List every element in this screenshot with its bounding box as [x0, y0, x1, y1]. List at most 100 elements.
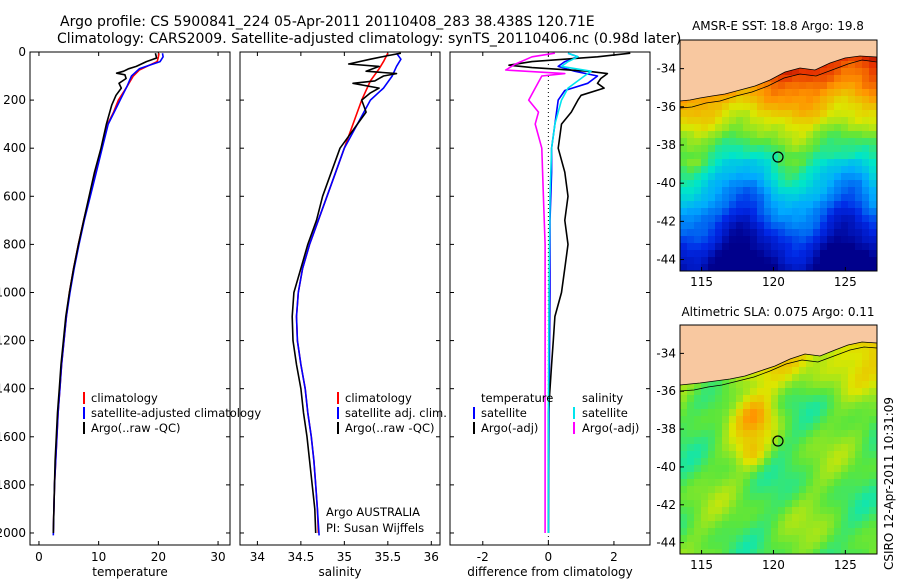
- heatmap-cell: [778, 264, 785, 271]
- heatmap-cell: [806, 117, 813, 124]
- heatmap-cell: [771, 451, 778, 458]
- heatmap-cell: [792, 75, 799, 82]
- heatmap-cell: [743, 124, 750, 131]
- heatmap-cell: [771, 535, 778, 542]
- heatmap-cell: [687, 458, 694, 465]
- heatmap-cell: [680, 222, 687, 229]
- heatmap-cell: [862, 521, 869, 528]
- heatmap-cell: [862, 507, 869, 514]
- heatmap-cell: [743, 89, 750, 96]
- heatmap-cell: [813, 381, 820, 388]
- heatmap-cell: [792, 437, 799, 444]
- heatmap-cell: [813, 194, 820, 201]
- heatmap-cell: [764, 229, 771, 236]
- heatmap-cell: [806, 208, 813, 215]
- heatmap-cell: [722, 194, 729, 201]
- heatmap-cell: [771, 243, 778, 250]
- heatmap-cell: [764, 243, 771, 250]
- heatmap-cell: [834, 430, 841, 437]
- heatmap-cell: [736, 103, 743, 110]
- heatmap-cell: [750, 138, 757, 145]
- heatmap-cell: [757, 264, 764, 271]
- heatmap-cell: [848, 402, 855, 409]
- heatmap-cell: [862, 514, 869, 521]
- heatmap-cell: [869, 145, 876, 152]
- heatmap-cell: [750, 395, 757, 402]
- heatmap-cell: [785, 96, 792, 103]
- heatmap-cell: [694, 124, 701, 131]
- heatmap-cell: [687, 152, 694, 159]
- heatmap-cell: [778, 180, 785, 187]
- heatmap-cell: [771, 257, 778, 264]
- heatmap-cell: [736, 549, 743, 554]
- heatmap-cell: [722, 451, 729, 458]
- heatmap-cell: [743, 103, 750, 110]
- heatmap-cell: [687, 549, 694, 554]
- heatmap-cell: [778, 521, 785, 528]
- heatmap-cell: [841, 528, 848, 535]
- heatmap-cell: [834, 395, 841, 402]
- heatmap-cell: [813, 96, 820, 103]
- heatmap-cell: [715, 173, 722, 180]
- heatmap-cell: [792, 395, 799, 402]
- heatmap-cell: [792, 131, 799, 138]
- heatmap-cell: [855, 409, 862, 416]
- heatmap-cell: [757, 208, 764, 215]
- heatmap-cell: [827, 68, 834, 75]
- heatmap-cell: [820, 507, 827, 514]
- heatmap-cell: [736, 117, 743, 124]
- heatmap-cell: [869, 75, 876, 82]
- heatmap-cell: [778, 187, 785, 194]
- map-x-tick-label: 120: [762, 275, 785, 289]
- heatmap-cell: [855, 472, 862, 479]
- heatmap-cell: [855, 346, 862, 353]
- heatmap-cell: [729, 493, 736, 500]
- heatmap-cell: [729, 187, 736, 194]
- heatmap-cell: [848, 89, 855, 96]
- heatmap-cell: [687, 208, 694, 215]
- heatmap-cell: [785, 437, 792, 444]
- heatmap-cell: [813, 110, 820, 117]
- heatmap-cell: [743, 250, 750, 257]
- heatmap-cell: [862, 465, 869, 472]
- heatmap-cell: [708, 493, 715, 500]
- heatmap-cell: [778, 514, 785, 521]
- coastline: [680, 325, 877, 386]
- heatmap-cell: [848, 479, 855, 486]
- heatmap-cell: [708, 117, 715, 124]
- heatmap-cell: [757, 96, 764, 103]
- heatmap-cell: [694, 444, 701, 451]
- heatmap-cell: [750, 117, 757, 124]
- heatmap-cell: [694, 500, 701, 507]
- heatmap-cell: [869, 444, 876, 451]
- heatmap-cell: [785, 201, 792, 208]
- heatmap-cell: [827, 145, 834, 152]
- heatmap-cell: [778, 82, 785, 89]
- heatmap-cell: [834, 124, 841, 131]
- heatmap-cell: [778, 360, 785, 367]
- heatmap-cell: [680, 229, 687, 236]
- heatmap-cell: [841, 535, 848, 542]
- heatmap-cell: [862, 173, 869, 180]
- heatmap-cell: [799, 75, 806, 82]
- heatmap-cell: [757, 507, 764, 514]
- heatmap-cell: [869, 173, 876, 180]
- heatmap-cell: [785, 402, 792, 409]
- heatmap-cell: [813, 486, 820, 493]
- heatmap-cell: [855, 89, 862, 96]
- heatmap-cell: [785, 152, 792, 159]
- heatmap-cell: [680, 145, 687, 152]
- heatmap-cell: [778, 479, 785, 486]
- heatmap-cell: [687, 138, 694, 145]
- heatmap-cell: [820, 89, 827, 96]
- heatmap-cell: [799, 215, 806, 222]
- heatmap-cell: [757, 423, 764, 430]
- heatmap-cell: [708, 243, 715, 250]
- heatmap-cell: [806, 549, 813, 554]
- heatmap-cell: [708, 187, 715, 194]
- heatmap-cell: [764, 507, 771, 514]
- heatmap-cell: [834, 159, 841, 166]
- heatmap-cell: [806, 222, 813, 229]
- heatmap-cell: [680, 250, 687, 257]
- heatmap-cell: [855, 131, 862, 138]
